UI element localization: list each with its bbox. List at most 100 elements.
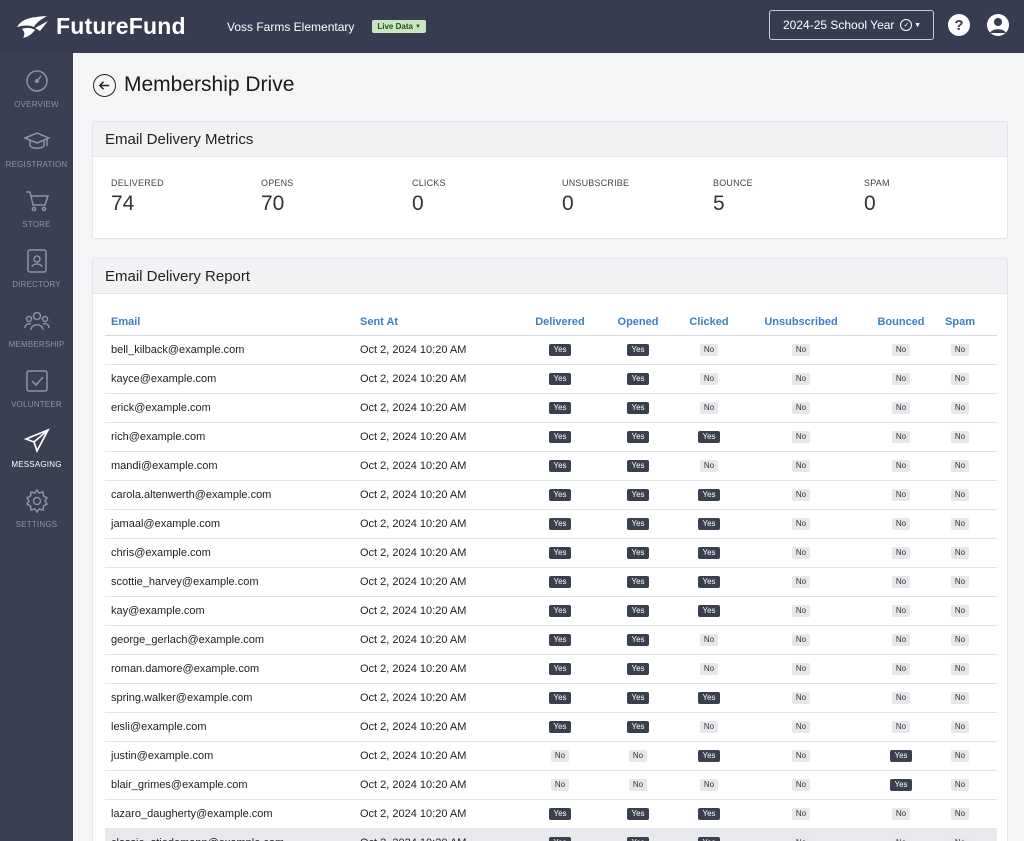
table-row[interactable]: lazaro_daugherty@example.com Oct 2, 2024 … — [105, 800, 997, 829]
table-row[interactable]: erick@example.com Oct 2, 2024 10:20 AM Yes… — [105, 394, 997, 423]
unsubscribed-cell: No — [756, 481, 846, 509]
opened-cell: Yes — [603, 684, 673, 712]
clicked-cell: Yes — [674, 684, 744, 712]
table-row[interactable]: scottie_harvey@example.com Oct 2, 2024 10… — [105, 568, 997, 597]
table-row[interactable]: blair_grimes@example.com Oct 2, 2024 10:2… — [105, 771, 997, 800]
page-header: Membership Drive — [93, 73, 294, 97]
sidebar-item-messaging[interactable]: MESSAGING — [0, 419, 73, 479]
unsubscribed-status-badge: No — [791, 605, 811, 617]
column-header-opened[interactable]: Opened — [617, 316, 659, 328]
table-row[interactable]: roman.damore@example.com Oct 2, 2024 10:2… — [105, 655, 997, 684]
clicked-cell: Yes — [674, 597, 744, 625]
metric-bounce: BOUNCE 5 — [713, 178, 753, 216]
table-row[interactable]: chris@example.com Oct 2, 2024 10:20 AM Yes… — [105, 539, 997, 568]
metric-value: 5 — [713, 192, 725, 215]
sidebar-item-registration[interactable]: REGISTRATION — [0, 119, 73, 179]
live-data-badge[interactable]: Live Data ▼ — [372, 20, 426, 33]
bounced-status-badge: No — [891, 692, 911, 704]
opened-status-badge: Yes — [627, 489, 649, 501]
table-row[interactable]: classie_stiedemann@example.com Oct 2, 202… — [105, 829, 997, 841]
sidebar-item-volunteer[interactable]: VOLUNTEER — [0, 359, 73, 419]
opened-cell: Yes — [603, 655, 673, 683]
delivered-status-badge: Yes — [549, 663, 571, 675]
column-header-spam[interactable]: Spam — [945, 316, 975, 328]
school-year-label: 2024-25 School Year — [783, 18, 895, 32]
delivery-report-table: Email Sent At Delivered Opened Clicked U… — [105, 309, 997, 841]
delivered-status-badge: Yes — [549, 518, 571, 530]
table-row[interactable]: justin@example.com Oct 2, 2024 10:20 AM No… — [105, 742, 997, 771]
delivered-cell: Yes — [525, 597, 595, 625]
column-header-unsubscribed[interactable]: Unsubscribed — [764, 316, 838, 328]
back-button[interactable] — [93, 73, 116, 97]
school-year-select[interactable]: 2024-25 School Year ✓ ▼ — [769, 10, 934, 40]
user-avatar-button[interactable] — [987, 14, 1009, 36]
sidebar-item-directory[interactable]: DIRECTORY — [0, 239, 73, 299]
clicked-cell: Yes — [674, 510, 744, 538]
sent-at-cell: Oct 2, 2024 10:20 AM — [360, 576, 467, 588]
bounced-cell: No — [861, 800, 941, 828]
email-cell: classie_stiedemann@example.com — [111, 829, 284, 841]
sidebar-item-membership[interactable]: MEMBERSHIP — [0, 299, 73, 359]
column-header-bounced[interactable]: Bounced — [877, 316, 925, 328]
table-row[interactable]: kayce@example.com Oct 2, 2024 10:20 AM Yes… — [105, 365, 997, 394]
spam-status-badge: No — [950, 489, 970, 501]
opened-status-badge: Yes — [627, 460, 649, 472]
email-cell: carola.altenwerth@example.com — [111, 489, 272, 501]
opened-status-badge: Yes — [627, 808, 649, 820]
unsubscribed-cell: No — [756, 423, 846, 451]
table-row[interactable]: george_gerlach@example.com Oct 2, 2024 10… — [105, 626, 997, 655]
unsubscribed-cell: No — [756, 655, 846, 683]
metric-value: 0 — [412, 192, 424, 215]
column-header-email[interactable]: Email — [111, 316, 141, 328]
metric-value: 74 — [111, 192, 135, 215]
opened-status-badge: Yes — [627, 344, 649, 356]
column-header-delivered[interactable]: Delivered — [535, 316, 585, 328]
sent-at-cell: Oct 2, 2024 10:20 AM — [360, 692, 467, 704]
clicked-status-badge: Yes — [698, 808, 720, 820]
metric-value: 0 — [864, 192, 876, 215]
column-header-sent-at[interactable]: Sent At — [360, 316, 399, 328]
bounced-cell: No — [861, 597, 941, 625]
paper-plane-icon — [23, 428, 50, 454]
table-row[interactable]: jamaal@example.com Oct 2, 2024 10:20 AM Ye… — [105, 510, 997, 539]
table-row[interactable]: lesli@example.com Oct 2, 2024 10:20 AM Yes… — [105, 713, 997, 742]
spam-cell: No — [940, 510, 980, 538]
delivered-cell: Yes — [525, 510, 595, 538]
sidebar-item-store[interactable]: STORE — [0, 179, 73, 239]
table-row[interactable]: carola.altenwerth@example.com Oct 2, 2024… — [105, 481, 997, 510]
unsubscribed-cell: No — [756, 684, 846, 712]
table-row[interactable]: mandi@example.com Oct 2, 2024 10:20 AM Yes… — [105, 452, 997, 481]
clicked-cell: No — [674, 626, 744, 654]
graduation-cap-icon — [23, 132, 50, 149]
table-row[interactable]: rich@example.com Oct 2, 2024 10:20 AM Yes Y… — [105, 423, 997, 452]
school-name[interactable]: Voss Farms Elementary — [227, 19, 355, 34]
sent-at-cell: Oct 2, 2024 10:20 AM — [360, 373, 467, 385]
spam-status-badge: No — [950, 663, 970, 675]
table-row[interactable]: bell_kilback@example.com Oct 2, 2024 10:2… — [105, 336, 997, 365]
help-button[interactable]: ? — [948, 14, 970, 36]
caret-down-icon: ▼ — [914, 21, 921, 29]
bounced-status-badge: No — [891, 431, 911, 443]
table-row[interactable]: spring.walker@example.com Oct 2, 2024 10:… — [105, 684, 997, 713]
bounced-cell: No — [861, 423, 941, 451]
sidebar-item-label: OVERVIEW — [14, 100, 59, 109]
bounced-status-badge: No — [891, 489, 911, 501]
brand-logo[interactable]: FutureFund — [16, 13, 206, 40]
gear-icon — [25, 488, 48, 514]
bounced-cell: No — [861, 684, 941, 712]
table-row[interactable]: kay@example.com Oct 2, 2024 10:20 AM Yes Ye… — [105, 597, 997, 626]
opened-cell: Yes — [603, 800, 673, 828]
delivered-cell: Yes — [525, 713, 595, 741]
clicked-cell: Yes — [674, 800, 744, 828]
sidebar-item-overview[interactable]: OVERVIEW — [0, 59, 73, 119]
email-cell: lesli@example.com — [111, 721, 207, 733]
delivered-status-badge: Yes — [549, 373, 571, 385]
opened-status-badge: Yes — [627, 576, 649, 588]
sidebar-item-settings[interactable]: SETTINGS — [0, 479, 73, 539]
column-header-clicked[interactable]: Clicked — [689, 316, 729, 328]
clicked-cell: No — [674, 394, 744, 422]
metric-clicks: CLICKS 0 — [412, 178, 446, 216]
spam-cell: No — [940, 452, 980, 480]
unsubscribed-status-badge: No — [791, 547, 811, 559]
clicked-status-badge: Yes — [698, 837, 720, 841]
